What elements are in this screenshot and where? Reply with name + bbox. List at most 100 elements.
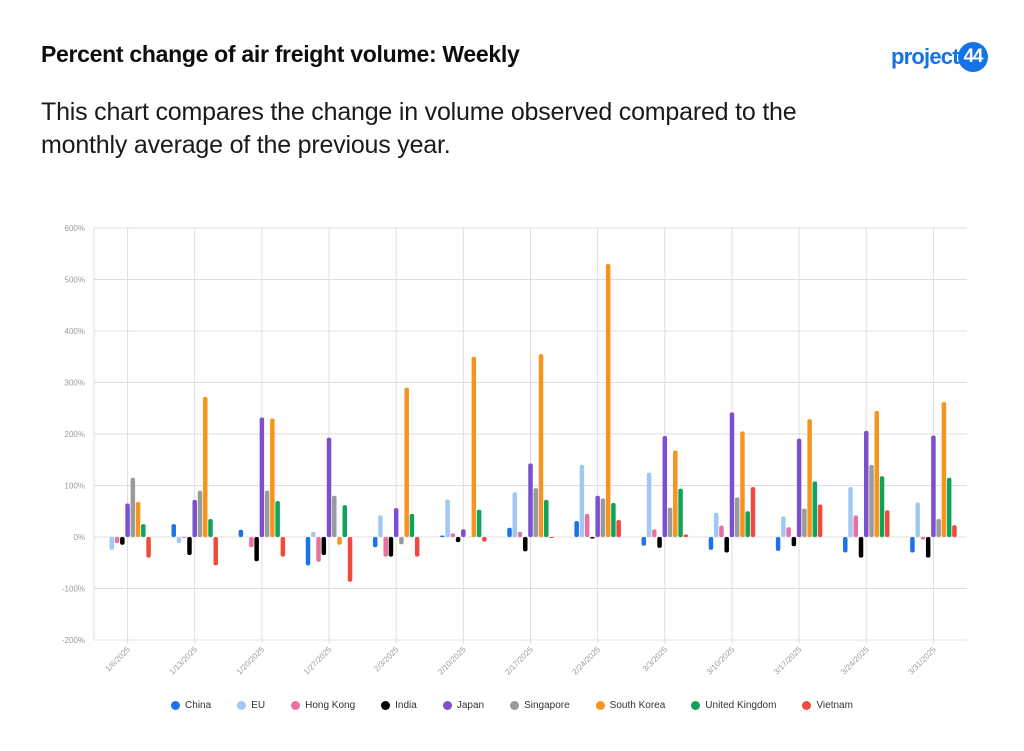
legend-item: China xyxy=(171,700,211,711)
legend-label: China xyxy=(185,700,212,711)
legend-item: Singapore xyxy=(510,700,570,711)
bar-united-kingdom xyxy=(141,524,146,537)
bar-vietnam xyxy=(347,537,353,582)
bar-south-korea xyxy=(874,410,880,537)
bar-vietnam xyxy=(213,537,218,566)
bar-vietnam xyxy=(885,510,890,537)
bar-united-kingdom xyxy=(208,518,213,537)
legend-item: EU xyxy=(237,700,265,711)
bar-china xyxy=(305,537,311,566)
bar-hong-kong xyxy=(249,537,254,548)
legend-label: India xyxy=(395,700,417,711)
bar-south-korea xyxy=(135,501,141,537)
bar-hong-kong xyxy=(450,533,456,537)
bar-vietnam xyxy=(683,534,689,537)
bar-south-korea xyxy=(941,402,947,537)
bar-india xyxy=(187,537,192,556)
legend-item: United Kingdom xyxy=(691,700,776,711)
bar-india xyxy=(254,537,259,562)
bar-china xyxy=(507,527,512,537)
legend-item: South Korea xyxy=(595,700,666,711)
legend-item: India xyxy=(381,700,417,711)
bar-singapore xyxy=(667,507,673,537)
bar-eu xyxy=(378,515,383,537)
x-tick-label: 1/20/2025 xyxy=(235,645,267,677)
y-tick-label: 200% xyxy=(65,430,85,439)
bar-china xyxy=(910,537,915,553)
bar-japan xyxy=(192,499,197,537)
y-axis-ticks: -200% -100% 0% 100% 200% 300% 400% 500% 600% xyxy=(62,224,85,645)
bar-united-kingdom xyxy=(812,481,818,537)
bar-india xyxy=(657,537,662,548)
bar-hong-kong xyxy=(652,529,657,537)
logo-badge: 44 xyxy=(957,42,988,72)
bar-singapore xyxy=(936,518,941,537)
bar-japan xyxy=(259,417,265,537)
legend-label: South Korea xyxy=(609,700,666,711)
bar-south-korea xyxy=(404,387,409,537)
bar-hong-kong xyxy=(920,537,926,540)
bar-japan xyxy=(461,529,466,537)
bar-south-korea xyxy=(202,396,208,537)
bar-china xyxy=(641,537,647,546)
legend-swatch-icon xyxy=(510,701,520,710)
bar-united-kingdom xyxy=(544,499,549,537)
bar-japan xyxy=(662,436,668,537)
x-tick-label: 3/17/2025 xyxy=(772,645,804,677)
legend-swatch-icon xyxy=(442,701,452,710)
bar-singapore xyxy=(399,537,404,545)
bar-united-kingdom xyxy=(678,488,683,537)
bar-hong-kong xyxy=(853,515,859,537)
bar-japan xyxy=(864,430,869,537)
bar-eu xyxy=(848,487,853,537)
bar-united-kingdom xyxy=(745,511,750,537)
bar-india xyxy=(455,537,461,543)
x-axis-ticks: 1/6/2025 1/13/2025 1/20/2025 1/27/2025 2/3/2… xyxy=(104,645,939,677)
bar-china xyxy=(171,524,176,537)
bar-united-kingdom xyxy=(611,503,616,537)
bar-singapore xyxy=(130,477,136,537)
x-tick-label: 2/3/2025 xyxy=(372,645,401,674)
bar-vietnam xyxy=(952,525,957,537)
bar-singapore xyxy=(533,488,538,537)
bar-eu xyxy=(176,537,182,544)
legend-label: EU xyxy=(251,700,266,711)
bar-vietnam xyxy=(549,537,554,538)
x-tick-label: 3/31/2025 xyxy=(906,645,938,677)
y-tick-label: 600% xyxy=(65,224,85,233)
x-tick-label: 3/3/2025 xyxy=(641,645,670,674)
legend-swatch-icon xyxy=(237,701,247,710)
bar-united-kingdom xyxy=(409,513,415,537)
bar-eu xyxy=(781,516,786,537)
bar-eu xyxy=(311,531,316,537)
legend-swatch-icon xyxy=(802,701,812,710)
y-tick-label: 0% xyxy=(73,533,85,542)
bar-india xyxy=(925,537,931,558)
bar-japan xyxy=(125,503,130,537)
bar-south-korea xyxy=(605,264,611,537)
bar-south-korea xyxy=(337,537,342,545)
bar-india xyxy=(791,537,797,547)
x-tick-label: 2/10/2025 xyxy=(436,645,468,677)
bar-eu xyxy=(579,464,585,537)
legend-item: Hong Kong xyxy=(291,700,355,711)
legend-swatch-icon xyxy=(171,701,181,710)
bar-vietnam xyxy=(482,537,487,542)
bar-hong-kong xyxy=(719,525,724,537)
bar-india xyxy=(590,537,595,539)
x-tick-label: 1/13/2025 xyxy=(168,645,200,677)
bar-eu xyxy=(445,499,450,537)
chart-title: Percent change of air freight volume: We… xyxy=(41,41,520,67)
bar-singapore xyxy=(600,498,606,537)
x-tick-label: 2/17/2025 xyxy=(503,645,535,677)
bar-eu xyxy=(109,537,115,550)
bar-south-korea xyxy=(538,354,544,537)
bar-eu xyxy=(646,472,652,537)
project44-logo: project 44 xyxy=(891,40,988,74)
legend-swatch-icon xyxy=(691,701,701,710)
bar-vietnam xyxy=(750,487,756,537)
bar-singapore xyxy=(332,495,337,537)
bar-india xyxy=(858,537,864,558)
legend-swatch-icon xyxy=(291,701,301,710)
bar-china xyxy=(574,521,579,537)
